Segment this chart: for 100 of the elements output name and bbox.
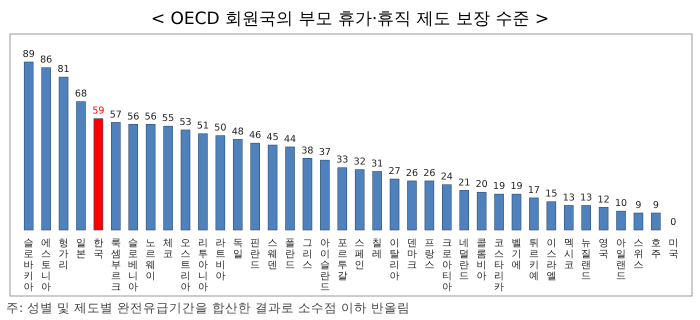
data-label: 56	[127, 111, 140, 122]
bar	[268, 144, 278, 230]
x-tick-label: 영국	[598, 238, 609, 260]
data-label: 15	[545, 188, 558, 200]
bar	[58, 76, 68, 230]
bar	[372, 171, 382, 230]
bar	[564, 205, 574, 230]
bar	[512, 194, 522, 230]
x-tick-label: 스위스	[633, 238, 644, 271]
data-label: 44	[284, 134, 296, 145]
data-label: 55	[162, 113, 174, 124]
bar	[476, 192, 486, 230]
data-label: 9	[635, 200, 642, 212]
bar	[598, 207, 608, 230]
data-label: 9	[652, 200, 659, 212]
data-label: 17	[528, 184, 540, 196]
data-label: 24	[440, 172, 453, 183]
x-tick-label: 네덜란드	[459, 238, 470, 282]
x-tick-label: 독일	[232, 238, 243, 260]
data-label: 33	[336, 154, 348, 166]
x-tick-label: 일본	[76, 238, 86, 260]
bar	[285, 146, 295, 230]
x-tick-label: 벨기에	[512, 238, 522, 271]
chart-title: < OECD 회원국의 부모 휴가·휴직 제도 보장 수준 >	[150, 9, 550, 29]
data-label: 21	[458, 177, 470, 188]
data-label: 0	[670, 217, 676, 228]
data-label: 50	[214, 122, 226, 134]
bar	[546, 201, 556, 230]
bar	[459, 190, 470, 230]
bar	[198, 133, 208, 230]
data-label: 81	[58, 64, 70, 76]
bar	[494, 194, 504, 230]
x-tick-label: 이탈리아	[390, 238, 400, 282]
bar	[250, 142, 260, 230]
x-tick-label: 코스타리카	[494, 238, 504, 293]
x-tick-label: 그리스	[302, 238, 312, 271]
x-tick-label: 폴란드	[285, 238, 296, 271]
x-tick-label: 덴마크	[406, 238, 417, 271]
x-tick-label: 라트비아	[215, 238, 226, 282]
bar	[232, 139, 243, 230]
x-tick-label: 칠레	[372, 238, 382, 260]
bar	[529, 198, 539, 230]
x-tick-label: 크로아티아	[442, 238, 452, 293]
bar	[442, 184, 452, 230]
bar	[354, 169, 365, 230]
data-label: 19	[493, 181, 506, 192]
x-tick-label: 오스트리아	[180, 238, 190, 293]
data-label: 48	[232, 126, 244, 138]
bar	[180, 130, 190, 230]
x-tick-label: 아일랜드	[616, 238, 626, 282]
data-label: 38	[301, 145, 314, 156]
x-tick-label: 미국	[668, 238, 678, 260]
bar	[146, 124, 156, 230]
bar	[76, 101, 86, 230]
data-label: 45	[266, 132, 279, 144]
bar	[390, 178, 400, 230]
x-tick-label: 프랑스	[424, 238, 434, 271]
data-label: 59	[92, 106, 104, 117]
bar	[407, 180, 417, 230]
bar	[128, 124, 138, 230]
data-label: 31	[371, 158, 384, 170]
x-tick-label: 슬로베니아	[128, 238, 138, 293]
data-label: 19	[510, 181, 523, 192]
x-tick-label: 스웨덴	[268, 238, 278, 271]
bar	[163, 126, 173, 230]
bar	[424, 180, 434, 230]
x-tick-label: 이스라엘	[546, 238, 556, 282]
bar	[651, 212, 661, 230]
bar	[302, 158, 312, 230]
data-label: 46	[249, 130, 262, 142]
data-label: 37	[318, 147, 331, 158]
x-tick-label: 포르투갈	[337, 238, 348, 282]
data-label: 53	[179, 116, 192, 128]
bar	[616, 210, 626, 230]
x-tick-label: 에스토니아	[41, 238, 52, 293]
data-label: 10	[614, 198, 628, 210]
bar	[94, 118, 104, 230]
data-label: 51	[196, 120, 209, 132]
data-label: 86	[40, 54, 52, 66]
x-tick-label: 슬로바키아	[24, 238, 34, 293]
bar	[216, 135, 226, 230]
bar	[337, 167, 348, 230]
x-tick-label: 튀르키예	[528, 238, 539, 282]
data-label: 13	[580, 192, 592, 204]
data-label: 32	[354, 156, 366, 168]
data-label: 26	[423, 168, 436, 179]
data-label: 12	[598, 194, 610, 206]
x-tick-label: 한국	[93, 238, 104, 260]
bar	[41, 67, 51, 230]
text: 주: 성별 및 제도별 완전유급기간을 합산한 결과로 소수점 이하 반올림	[6, 300, 410, 315]
data-label: 89	[22, 49, 35, 60]
x-tick-label: 체코	[163, 238, 174, 260]
data-label: 56	[144, 111, 157, 122]
x-tick-label: 핀란드	[250, 238, 260, 271]
data-label: 13	[562, 192, 575, 204]
x-tick-label: 룩셈부르크	[110, 238, 121, 293]
x-tick-label: 리투아니아	[198, 238, 208, 293]
x-tick-label: 노르웨이	[146, 238, 156, 282]
bar	[111, 122, 121, 230]
data-label: 20	[476, 179, 488, 190]
